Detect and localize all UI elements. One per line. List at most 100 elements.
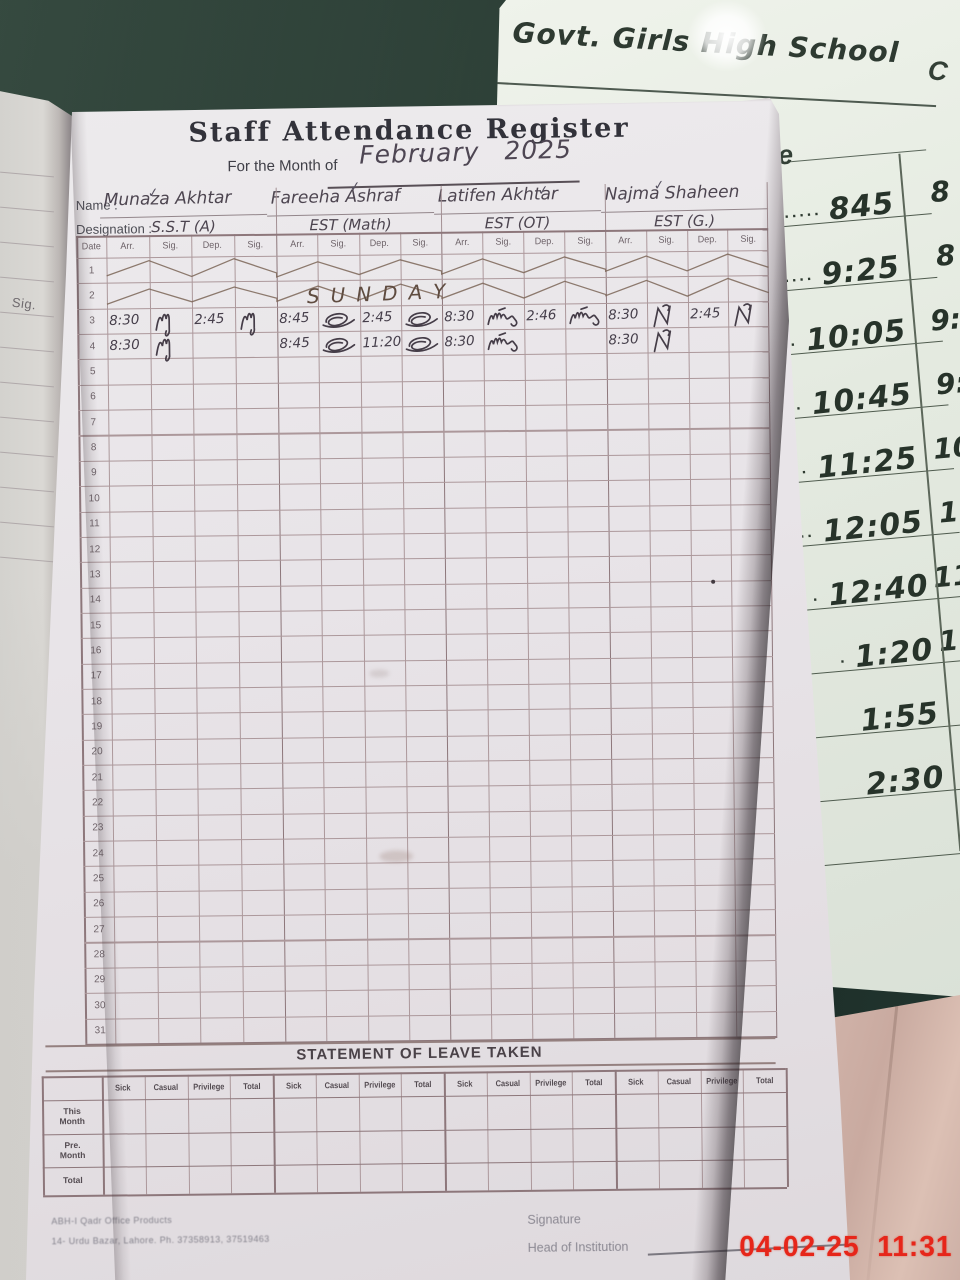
grid-line [79, 478, 771, 488]
column-header: Arr. [454, 237, 469, 249]
handwritten-time: 8:45 [278, 309, 310, 327]
grid-line [84, 985, 777, 995]
leave-row-header: Total [62, 1175, 83, 1186]
teacher-name: Latifen Akhtar [433, 183, 602, 215]
leave-column-header: Casual [495, 1077, 521, 1089]
head-of-institution-label: Head of Institution [527, 1239, 629, 1255]
grid-line [81, 706, 774, 716]
column-header: Dep. [369, 237, 390, 250]
grid-line [657, 1069, 660, 1189]
month-label: For the Month of [227, 156, 338, 176]
partial-handwriting-right: C [926, 55, 950, 87]
handwritten-time: 8:30 [444, 332, 476, 351]
grid-line [400, 1072, 404, 1192]
partial-time-next-column: 10 [931, 429, 960, 466]
printer-imprint-line2: 14- Urdu Bazar, Lahore. Ph. 37358913, 37… [51, 1233, 270, 1247]
grid-line [315, 1073, 318, 1193]
grid-line [81, 655, 774, 665]
partial-time-next-column: 8 [934, 238, 957, 273]
signature-scribble [322, 337, 356, 353]
leave-row-header: Pre. Month [59, 1139, 86, 1160]
column-header: Sig. [247, 239, 263, 251]
signature-scribble [405, 311, 438, 327]
handwritten-time: 8:30 [443, 307, 475, 325]
month-handwritten: February 2025 [358, 134, 573, 170]
leave-column-header: Privilege [193, 1081, 225, 1092]
light-glare [672, 0, 782, 86]
ruled-line [0, 276, 54, 283]
column-header: Sig. [162, 240, 178, 252]
grid-line [42, 1125, 787, 1136]
leave-row-header: This Month [59, 1106, 86, 1127]
grid-line [785, 1067, 789, 1187]
camera-timestamp: 04-02-25 11:31 [739, 1231, 953, 1263]
grid-line [443, 1071, 447, 1191]
grid-line [80, 604, 773, 614]
dotted-leader: . [811, 587, 821, 605]
grid-line [82, 782, 775, 792]
grid-line [79, 554, 772, 564]
signature-scribble [653, 329, 671, 353]
grid-line [571, 1070, 575, 1190]
grid-line [79, 528, 772, 538]
leave-column-header: Casual [153, 1081, 179, 1093]
grid-line [144, 1075, 147, 1195]
grid-line [441, 231, 452, 1040]
leave-column-header: Total [584, 1077, 603, 1088]
check-mark: ✓ [416, 145, 429, 162]
signature-scribble [487, 306, 518, 327]
column-header: Sig. [494, 236, 511, 248]
grid-line [83, 833, 776, 843]
attendance-register-page: Staff Attendance Register For the Month … [26, 98, 850, 1280]
grid-line [358, 1072, 361, 1192]
teacher-name: Fareeha Ashraf [266, 185, 435, 217]
leave-column-header: Casual [666, 1076, 692, 1087]
ruled-line [0, 556, 54, 563]
signature-scribble [322, 312, 356, 328]
grid-line [85, 1010, 778, 1020]
handwritten-time: 2:45 [689, 304, 721, 323]
column-header: Arr. [120, 240, 135, 252]
signature-scribble [487, 332, 518, 352]
grid-line [82, 757, 775, 767]
grid-line [276, 233, 287, 1042]
handwritten-time: 8:30 [608, 331, 640, 349]
crossed-out-marks [106, 253, 770, 305]
grid-line [83, 858, 776, 868]
grid-line [229, 1074, 233, 1194]
grid-line [43, 1186, 788, 1198]
signature-scribble [239, 312, 255, 336]
grid-line [83, 883, 776, 893]
grid-line [84, 934, 777, 944]
dotted-leader: . [839, 649, 849, 667]
grid-line [187, 1074, 190, 1194]
handwritten-time: 11:20 [361, 333, 402, 352]
ruled-line [0, 206, 54, 213]
handwritten-time: 8:30 [607, 305, 639, 324]
column-header: Dep. [534, 236, 554, 248]
handwritten-time: 2:45 [193, 310, 225, 328]
partial-time-next-column: 8 [928, 174, 952, 210]
sig-column-label: Sig. [11, 294, 38, 313]
leave-column-header: Total [755, 1075, 774, 1086]
column-header: Sig. [576, 235, 593, 247]
grid-line [81, 681, 774, 690]
ruled-line [0, 381, 54, 388]
grid-line [614, 1069, 618, 1189]
handwritten-time: 2:46 [525, 306, 557, 325]
grid-line [77, 376, 770, 386]
grid-line [83, 909, 776, 919]
column-header: Sig. [330, 238, 347, 250]
grid-line [42, 1158, 787, 1169]
leave-column-header: Sick [628, 1076, 644, 1087]
grid-line [358, 232, 369, 1041]
leave-column-header: Sick [286, 1080, 302, 1091]
leave-column-header: Sick [457, 1078, 473, 1089]
ink-dot [711, 579, 716, 584]
leave-column-header: Total [242, 1080, 261, 1092]
column-header: Arr. [289, 238, 305, 251]
grid-line [742, 1068, 746, 1188]
column-header: Sig. [412, 237, 429, 249]
leave-table: Sick Casual Privilege Total Sick Casual Privil… [41, 1067, 789, 1198]
grid-line [605, 229, 616, 1038]
